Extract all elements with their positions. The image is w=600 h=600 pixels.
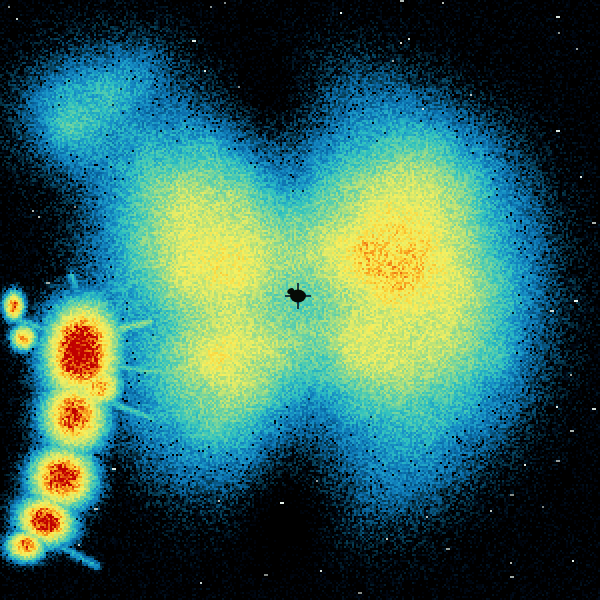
image-stage: False-color intensity map low intensity … [0, 0, 600, 600]
intensity-map-canvas [0, 0, 600, 600]
